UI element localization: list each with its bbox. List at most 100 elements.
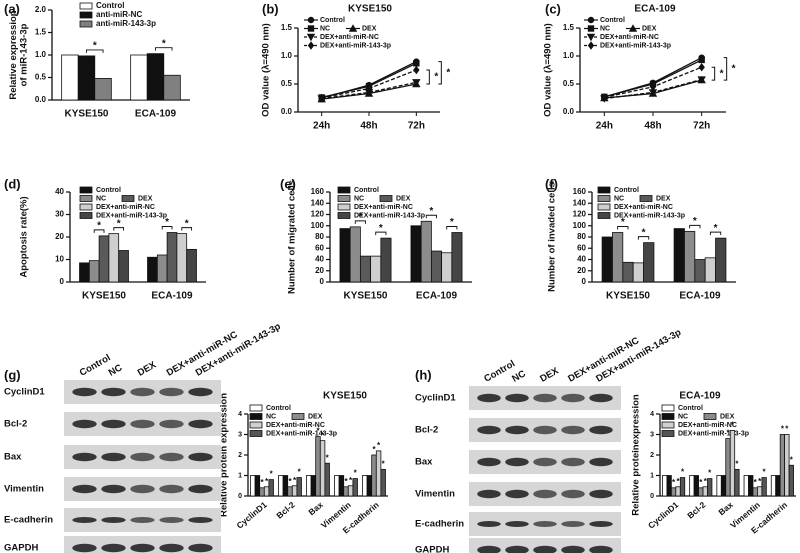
line-marker — [365, 84, 373, 93]
legend-swatch — [597, 212, 611, 219]
legend-label: DEX+anti-miR-143-3p — [678, 430, 749, 437]
bar — [734, 468, 740, 497]
blot-band — [72, 419, 97, 429]
blot-band — [589, 489, 613, 499]
legend-label: DEX+anti-miR-143-3p — [354, 212, 425, 219]
legend-swatch — [79, 20, 93, 28]
bar — [716, 475, 722, 497]
bar — [612, 232, 624, 283]
blot-band — [101, 452, 126, 462]
y-axis-label: Apoptosis rate(%) — [19, 196, 30, 277]
bar — [775, 475, 781, 497]
significance-star: * — [165, 217, 169, 228]
legend-swatch — [661, 404, 675, 412]
significance-star: * — [621, 217, 625, 228]
legend-label: NC — [96, 195, 106, 202]
line-marker — [318, 93, 325, 103]
bar — [108, 233, 120, 283]
y-axis-label: OD value (λ=490 nm) — [261, 23, 272, 117]
line-marker — [413, 65, 420, 75]
y-tick-label: 2 — [650, 452, 654, 459]
bar — [166, 232, 178, 283]
y-tick-label: 100 — [311, 221, 325, 230]
blot-band — [72, 387, 97, 397]
significance-bracket — [711, 66, 716, 81]
legend-swatch — [249, 413, 263, 420]
blot-row-label: Bcl-2 — [4, 419, 27, 430]
legend-label: DEX+anti-miR-143-3p — [266, 430, 337, 437]
blot-band — [533, 457, 557, 467]
blot-band — [130, 543, 155, 553]
panel-label: (f) — [545, 176, 558, 191]
legend-swatch — [337, 186, 351, 194]
y-axis-label: Relative protein expression — [219, 393, 230, 517]
blot-band — [159, 484, 184, 494]
blot-band — [561, 425, 585, 435]
bar — [146, 53, 165, 101]
legend-label: DEX+anti-miR-143-3p — [614, 212, 685, 219]
significance-bracket — [155, 47, 173, 51]
bar — [156, 254, 168, 283]
blot-band — [188, 387, 213, 397]
legend-swatch — [597, 195, 611, 202]
bar — [88, 260, 100, 283]
legend-swatch — [79, 186, 93, 194]
legend-marker — [307, 16, 315, 24]
y-tick-label: 140 — [573, 198, 587, 207]
y-tick-label: 140 — [311, 198, 325, 207]
x-tick-label: 24h — [596, 121, 613, 132]
significance-star: * — [758, 477, 762, 486]
legend-label: Control — [96, 1, 124, 10]
y-tick-label: 20 — [55, 232, 64, 241]
blot-band — [101, 387, 126, 397]
y-tick-label: 1.5 — [35, 28, 47, 37]
y-axis-label: Relative expressionof miR-143-3p — [7, 10, 29, 99]
bar — [702, 486, 708, 497]
line-marker — [649, 82, 657, 91]
bar — [254, 475, 261, 497]
bar — [278, 475, 284, 497]
bar — [118, 250, 129, 283]
significance-bracket — [375, 231, 387, 236]
legend-label: DEX+anti-miR-NC — [320, 34, 379, 41]
y-tick-label: 0 — [650, 493, 654, 500]
blot-band — [188, 517, 213, 523]
blot-band — [477, 393, 501, 403]
bar — [679, 477, 686, 497]
blot-band — [561, 489, 585, 499]
blot-band — [561, 457, 585, 467]
legend-swatch — [79, 203, 93, 211]
significance-star: * — [326, 453, 330, 462]
bar — [268, 479, 274, 497]
significance-star: * — [676, 477, 680, 486]
chart-panel: (a)Relative expressionof miR-143-3p 0.0 0.… — [4, 1, 190, 120]
blot-band — [159, 419, 184, 429]
blot-band — [130, 484, 155, 494]
blot-band — [589, 425, 613, 435]
x-tick-label: 72h — [408, 121, 425, 132]
bar — [693, 475, 699, 497]
x-tick-label: CyclinD1 — [234, 499, 269, 530]
legend-marker — [587, 25, 595, 32]
significance-star: * — [344, 477, 348, 486]
legend-swatch — [249, 430, 263, 437]
y-tick-label: 40 — [55, 187, 64, 196]
y-tick-label: 0 — [320, 277, 325, 286]
significance-star: * — [185, 218, 189, 229]
y-tick-label: 0 — [582, 277, 587, 286]
significance-bracket — [86, 49, 104, 53]
significance-star: * — [446, 67, 450, 78]
bar — [704, 257, 716, 283]
significance-star: * — [97, 221, 101, 232]
legend-swatch — [291, 413, 305, 420]
significance-star: * — [260, 478, 264, 487]
blot-band — [505, 489, 529, 499]
bar — [324, 462, 330, 497]
bar — [362, 475, 368, 497]
blot-band — [533, 489, 557, 499]
bar — [334, 475, 340, 497]
blot-band — [561, 393, 585, 403]
